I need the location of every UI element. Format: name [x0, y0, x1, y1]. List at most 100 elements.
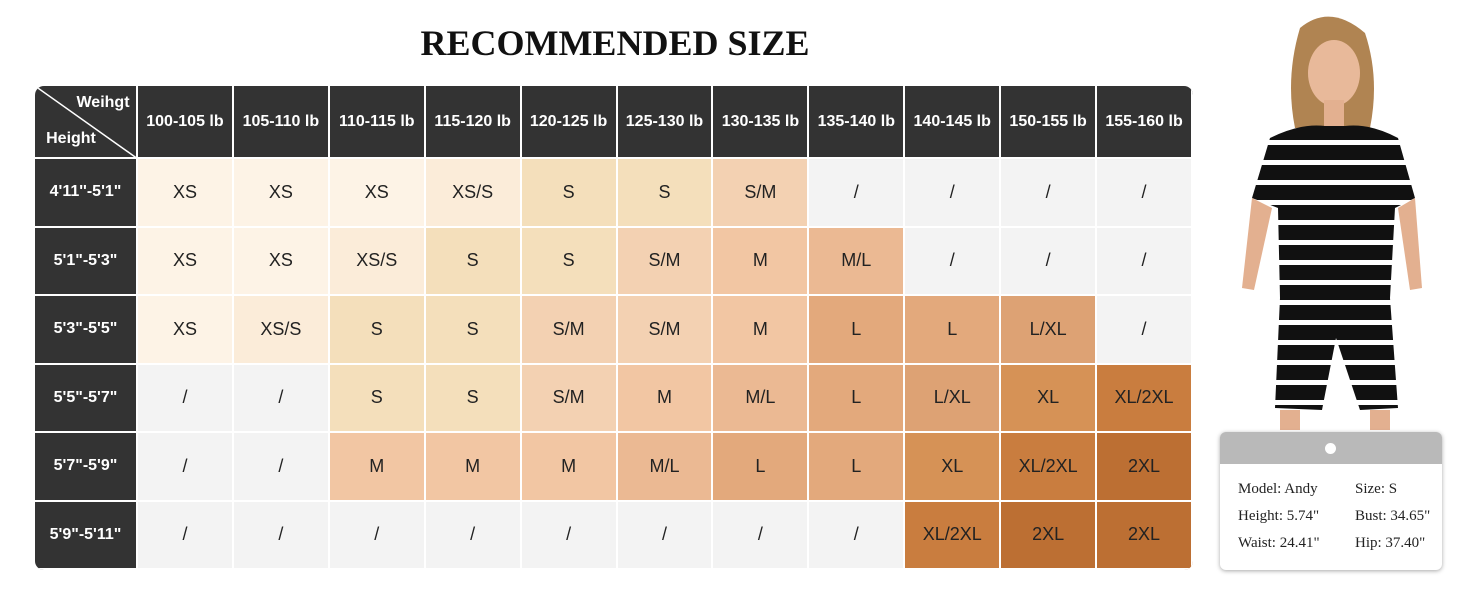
size-cell: S — [521, 227, 618, 296]
size-cell: XS — [329, 159, 426, 228]
size-cell: M — [329, 433, 426, 502]
size-cell: XS/S — [329, 227, 426, 296]
size-cell: M — [425, 433, 522, 502]
size-cell: XL/2XL — [1097, 364, 1193, 433]
size-cell: XS — [138, 296, 234, 365]
size-table: Weihgt Height 100-105 lb 105-110 lb 110-115 … — [35, 86, 1193, 570]
size-cell: / — [233, 364, 330, 433]
size-cell: XL/2XL — [1001, 433, 1098, 502]
size-cell: S — [329, 364, 426, 433]
column-header: 155-160 lb — [1097, 86, 1193, 159]
size-cell: S — [521, 159, 618, 228]
size-cell: XS — [138, 227, 234, 296]
column-header: 115-120 lb — [425, 86, 522, 159]
corner-height: Height — [46, 130, 96, 147]
size-cell: / — [521, 501, 618, 570]
size-cell: XS/S — [233, 296, 330, 365]
size-cell: XL — [905, 433, 1002, 502]
size-cell: / — [1097, 159, 1193, 228]
column-header: 120-125 lb — [521, 86, 618, 159]
card-band — [1220, 432, 1442, 464]
size-cell: L — [809, 364, 906, 433]
size-cell: / — [713, 501, 810, 570]
size-cell: S/M — [521, 296, 618, 365]
row-header: 5'1"-5'3" — [35, 227, 138, 296]
size-cell: / — [809, 159, 906, 228]
size-cell: 2XL — [1001, 501, 1098, 570]
size-cell: / — [1097, 296, 1193, 365]
size-cell: S — [425, 227, 522, 296]
row-header: 5'7"-5'9" — [35, 433, 138, 502]
size-cell: L/XL — [1001, 296, 1098, 365]
row-header: 5'9"-5'11" — [35, 501, 138, 570]
size-cell: / — [1001, 227, 1098, 296]
size-cell: / — [617, 501, 714, 570]
size-cell: L — [809, 433, 906, 502]
size-cell: M — [617, 364, 714, 433]
card-text: Height: 5.74" — [1238, 508, 1320, 524]
size-cell: / — [905, 159, 1002, 228]
size-cell: M/L — [617, 433, 714, 502]
size-cell: / — [138, 501, 234, 570]
model-photo — [1242, 16, 1422, 430]
size-cell: S/M — [617, 296, 714, 365]
size-cell: S/M — [521, 364, 618, 433]
size-cell: / — [905, 227, 1002, 296]
corner-diagonal — [35, 86, 138, 159]
card-text: Hip: 37.40" — [1355, 535, 1426, 551]
column-header: 110-115 lb — [329, 86, 426, 159]
card-hole — [1325, 443, 1336, 454]
size-cell: 2XL — [1097, 501, 1193, 570]
size-cell: / — [425, 501, 522, 570]
size-cell: L — [809, 296, 906, 365]
column-header: 100-105 lb — [138, 86, 234, 159]
card-text: Size: S — [1355, 481, 1398, 497]
corner-weight: Weihgt — [76, 94, 130, 111]
size-cell: / — [809, 501, 906, 570]
card-text: Bust: 34.65" — [1355, 508, 1431, 524]
size-cell: / — [138, 433, 234, 502]
size-cell: M/L — [713, 364, 810, 433]
row-header: 4'11''-5'1" — [35, 159, 138, 228]
corner-cell — [35, 86, 138, 159]
size-cell: M — [521, 433, 618, 502]
size-cell: S — [329, 296, 426, 365]
size-cell: S/M — [713, 159, 810, 228]
size-cell: L — [713, 433, 810, 502]
size-cell: M — [713, 227, 810, 296]
card-text: Waist: 24.41" — [1238, 535, 1320, 551]
size-cell: L/XL — [905, 364, 1002, 433]
size-cell: M/L — [809, 227, 906, 296]
column-header: 105-110 lb — [233, 86, 330, 159]
size-cell: S — [617, 159, 714, 228]
size-cell: S — [425, 364, 522, 433]
size-cell: 2XL — [1097, 433, 1193, 502]
title: RECOMMENDED SIZE — [420, 23, 810, 63]
column-header: 130-135 lb — [713, 86, 810, 159]
column-header: 150-155 lb — [1001, 86, 1098, 159]
size-cell: L — [905, 296, 1002, 365]
size-cell: XS/S — [425, 159, 522, 228]
size-cell: / — [329, 501, 426, 570]
size-cell: XL/2XL — [905, 501, 1002, 570]
row-header: 5'3"-5'5" — [35, 296, 138, 365]
size-cell: S/M — [617, 227, 714, 296]
size-cell: S — [425, 296, 522, 365]
card-text: Model: Andy — [1238, 481, 1318, 497]
size-cell: / — [233, 501, 330, 570]
column-header: 125-130 lb — [617, 86, 714, 159]
size-cell: / — [233, 433, 330, 502]
size-cell: / — [1097, 227, 1193, 296]
model-card: Model: Andy Size: S Height: 5.74" Bust: … — [1220, 432, 1442, 570]
row-header: 5'5"-5'7" — [35, 364, 138, 433]
size-cell: M — [713, 296, 810, 365]
size-cell: / — [1001, 159, 1098, 228]
size-cell: XS — [233, 159, 330, 228]
column-header: 140-145 lb — [905, 86, 1002, 159]
size-cell: / — [138, 364, 234, 433]
size-cell: XL — [1001, 364, 1098, 433]
column-header: 135-140 lb — [809, 86, 906, 159]
size-cell: XS — [233, 227, 330, 296]
size-cell: XS — [138, 159, 234, 228]
